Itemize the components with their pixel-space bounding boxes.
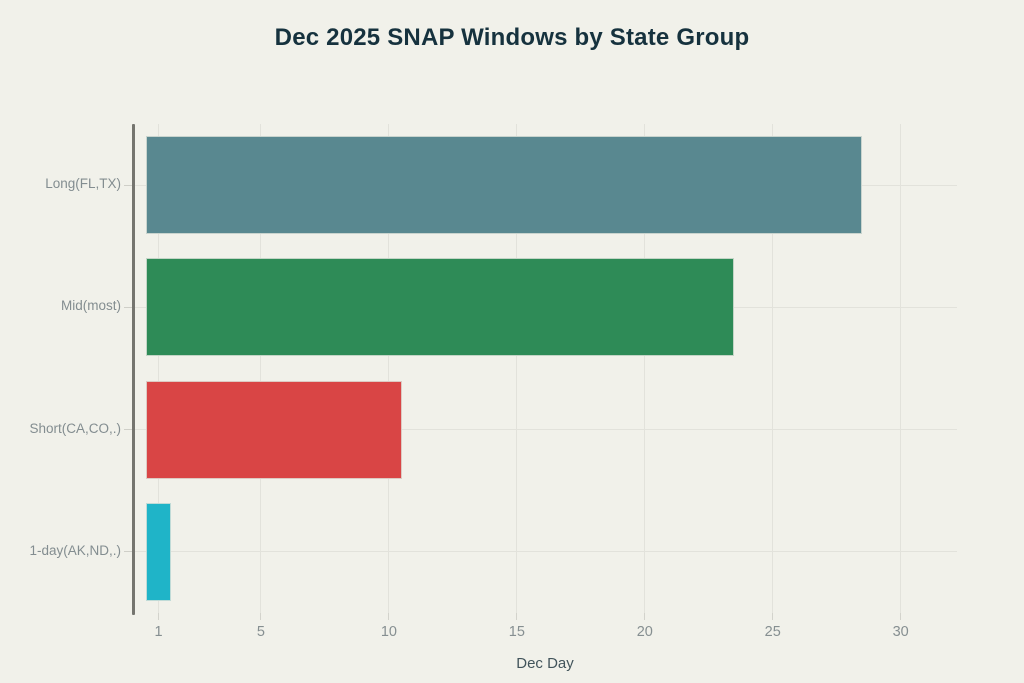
x-tick-label: 25 (764, 624, 781, 640)
bar-short-ca-co (145, 380, 402, 479)
x-axis-title: Dec Day (516, 655, 574, 672)
y-tick-label: 1-day(AK,ND,.) (29, 542, 121, 558)
y-tick-label: Short(CA,CO,.) (29, 420, 121, 436)
x-gridline (516, 124, 518, 613)
y-tick-mark (124, 551, 133, 553)
x-tick-label: 10 (380, 624, 397, 640)
x-gridline (772, 124, 774, 613)
y-axis-zeroline (131, 124, 135, 615)
x-tick-mark (516, 613, 518, 620)
bar-long-fl-tx (145, 136, 863, 235)
y-gridline (133, 551, 957, 553)
bar-mid-most (145, 258, 735, 357)
x-tick-mark (158, 613, 160, 620)
x-tick-label: 20 (636, 624, 653, 640)
x-gridline (158, 124, 160, 613)
y-tick-label: Long(FL,TX) (45, 176, 121, 192)
x-tick-mark (772, 613, 774, 620)
x-gridline (644, 124, 646, 613)
x-tick-label: 5 (256, 624, 265, 640)
x-tick-mark (388, 613, 390, 620)
y-tick-mark (124, 184, 133, 186)
x-gridline (388, 124, 390, 613)
x-tick-label: 1 (154, 624, 163, 640)
y-tick-mark (124, 306, 133, 308)
x-tick-mark (644, 613, 646, 620)
y-tick-label: Mid(most) (61, 298, 121, 314)
x-gridline (260, 124, 262, 613)
x-tick-mark (260, 613, 262, 620)
x-tick-label: 15 (508, 624, 525, 640)
x-tick-label: 30 (892, 624, 909, 640)
y-tick-mark (124, 429, 133, 431)
x-tick-mark (900, 613, 902, 620)
y-gridline (133, 429, 957, 431)
chart-title: Dec 2025 SNAP Windows by State Group (274, 24, 750, 51)
bar-1-day-ak-nd (145, 502, 172, 601)
x-gridline (900, 124, 902, 613)
